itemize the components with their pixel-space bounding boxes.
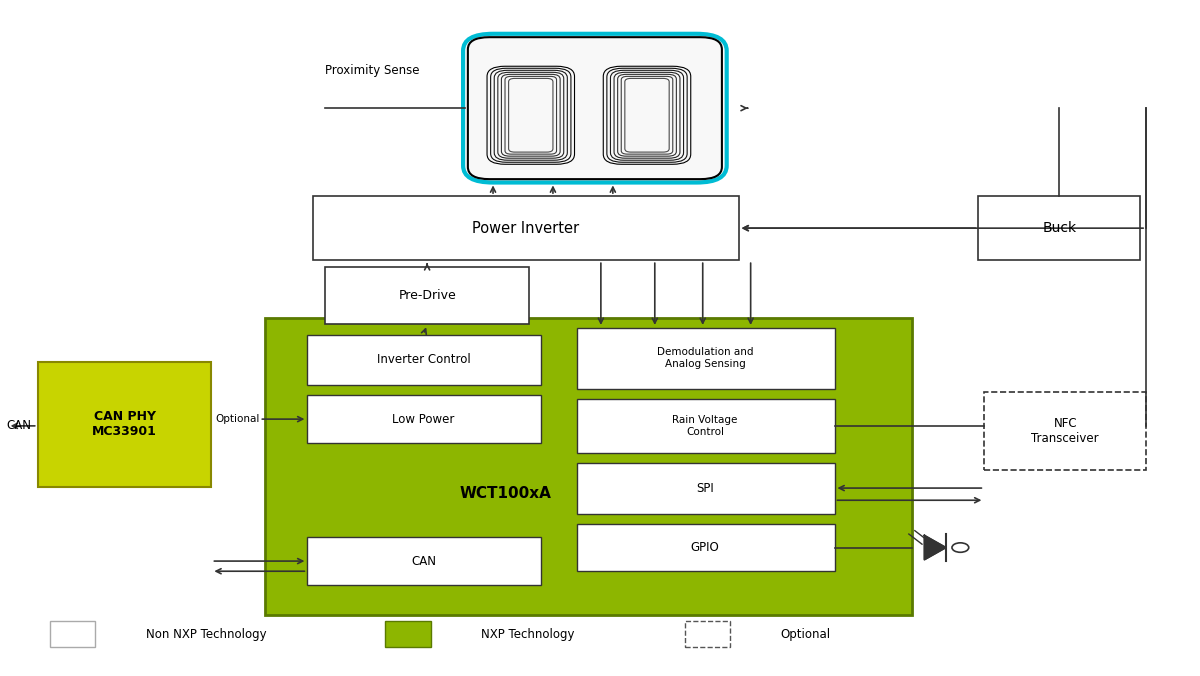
FancyBboxPatch shape (577, 328, 834, 389)
Text: Low Power: Low Power (392, 412, 455, 426)
FancyBboxPatch shape (463, 34, 727, 183)
Text: CAN: CAN (7, 419, 31, 433)
Text: NFC
Transceiver: NFC Transceiver (1031, 417, 1099, 445)
Text: Demodulation and
Analog Sensing: Demodulation and Analog Sensing (656, 347, 754, 369)
FancyBboxPatch shape (577, 524, 834, 571)
Text: NXP Technology: NXP Technology (481, 627, 575, 641)
FancyBboxPatch shape (577, 463, 834, 514)
Text: SPI: SPI (696, 481, 714, 495)
FancyBboxPatch shape (978, 196, 1140, 260)
FancyBboxPatch shape (325, 267, 529, 324)
Text: Optional: Optional (781, 627, 830, 641)
FancyBboxPatch shape (313, 196, 739, 260)
FancyBboxPatch shape (984, 392, 1146, 470)
Text: Non NXP Technology: Non NXP Technology (145, 627, 266, 641)
Text: Buck: Buck (1042, 221, 1076, 235)
FancyBboxPatch shape (307, 335, 541, 385)
FancyBboxPatch shape (307, 537, 541, 585)
Text: Inverter Control: Inverter Control (377, 353, 470, 366)
Text: Power Inverter: Power Inverter (473, 220, 580, 236)
Polygon shape (924, 535, 946, 560)
Text: Pre-Drive: Pre-Drive (398, 289, 456, 302)
Text: GPIO: GPIO (691, 541, 720, 554)
FancyBboxPatch shape (37, 362, 211, 487)
Text: Proximity Sense: Proximity Sense (325, 64, 420, 78)
Text: Optional: Optional (215, 414, 259, 424)
FancyBboxPatch shape (49, 621, 95, 647)
FancyBboxPatch shape (685, 621, 731, 647)
FancyBboxPatch shape (265, 318, 912, 615)
FancyBboxPatch shape (577, 399, 834, 453)
FancyBboxPatch shape (385, 621, 431, 647)
Text: CAN PHY
MC33901: CAN PHY MC33901 (92, 410, 157, 438)
Text: CAN: CAN (412, 554, 436, 568)
FancyBboxPatch shape (307, 395, 541, 443)
Text: Rain Voltage
Control: Rain Voltage Control (672, 415, 738, 437)
Text: WCT100xA: WCT100xA (460, 486, 551, 501)
